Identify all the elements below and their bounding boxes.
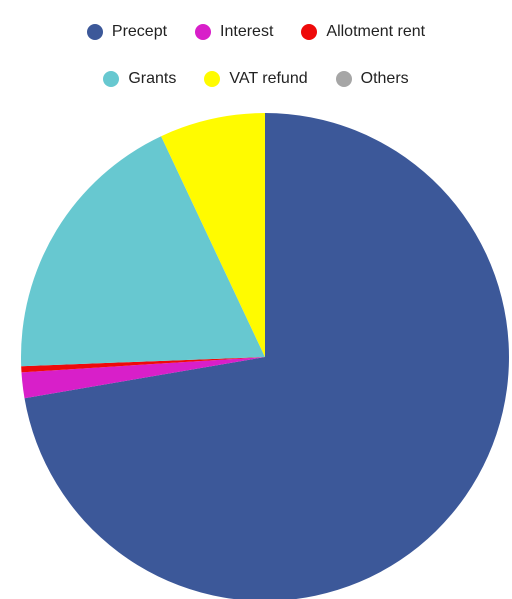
legend-row-1: Precept Interest Allotment rent [0, 20, 512, 44]
pie-slice-grants[interactable] [20, 136, 266, 367]
legend-swatch-allotment-rent [301, 24, 318, 40]
legend-item-precept[interactable]: Precept [86, 23, 168, 41]
legend-row-2: Grants VAT refund Others [0, 67, 512, 91]
legend-item-vat-refund[interactable]: VAT refund [204, 70, 308, 88]
legend-swatch-vat-refund [204, 71, 221, 87]
legend-label-vat-refund: VAT refund [229, 70, 308, 87]
legend-label-precept: Precept [111, 23, 168, 40]
pie-slice-allotment-rent[interactable] [21, 357, 266, 373]
pie-slice-precept[interactable] [24, 113, 509, 599]
legend-swatch-interest [195, 24, 212, 40]
legend-item-allotment-rent[interactable]: Allotment rent [301, 23, 425, 41]
pie-slice-vat-refund[interactable] [161, 113, 265, 357]
legend-label-allotment-rent: Allotment rent [326, 23, 426, 40]
legend-label-others: Others [360, 70, 409, 87]
pie-slice-interest[interactable] [21, 357, 266, 399]
legend-swatch-others [335, 71, 352, 87]
legend-label-grants: Grants [128, 70, 177, 87]
legend-item-grants[interactable]: Grants [103, 70, 176, 88]
legend-item-others[interactable]: Others [335, 70, 409, 88]
legend-label-interest: Interest [220, 23, 274, 40]
legend-swatch-precept [86, 24, 103, 40]
legend-item-interest[interactable]: Interest [195, 23, 273, 41]
legend-swatch-grants [103, 71, 120, 87]
